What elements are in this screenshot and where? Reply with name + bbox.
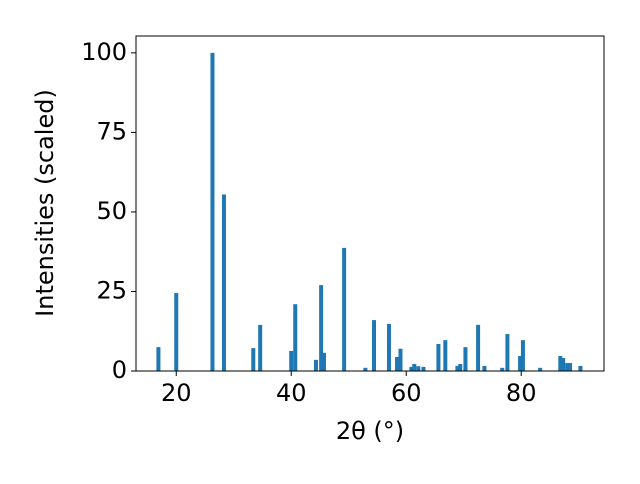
bar <box>416 366 421 371</box>
x-axis-label: 2θ (°) <box>336 417 404 445</box>
bar <box>258 324 263 371</box>
bar <box>538 367 543 371</box>
bar <box>436 343 441 371</box>
bar <box>463 347 468 371</box>
bar <box>363 367 368 371</box>
bar <box>520 340 525 371</box>
y-axis-label: Intensities (scaled) <box>31 89 59 317</box>
bar <box>210 52 215 371</box>
bar <box>372 320 377 371</box>
y-tick-label: 100 <box>81 38 127 66</box>
bar <box>458 364 463 371</box>
bar <box>568 363 573 371</box>
bar <box>505 334 510 371</box>
bar <box>476 324 481 371</box>
bar <box>221 194 226 371</box>
bar <box>500 367 505 371</box>
bar <box>322 352 327 371</box>
bar <box>319 285 324 371</box>
y-tick-label: 25 <box>96 276 127 304</box>
bar <box>482 365 487 371</box>
bar <box>386 323 391 371</box>
bar <box>342 247 347 371</box>
bar <box>156 347 161 371</box>
bar <box>251 348 256 371</box>
x-tick-label: 80 <box>506 379 537 407</box>
x-tick-label: 40 <box>276 379 307 407</box>
bar <box>398 348 403 371</box>
bar <box>578 365 583 371</box>
bar <box>412 364 417 371</box>
bar <box>409 366 414 371</box>
x-tick-label: 60 <box>391 379 422 407</box>
plot-frame <box>135 35 605 372</box>
y-tick-label: 50 <box>96 197 127 225</box>
y-tick-label: 75 <box>96 117 127 145</box>
bar <box>565 363 570 371</box>
bar <box>293 304 298 371</box>
x-tick-label: 20 <box>161 379 192 407</box>
bar <box>443 340 448 371</box>
bar <box>395 357 400 371</box>
bar <box>558 356 563 371</box>
bar <box>518 356 523 371</box>
bar <box>289 350 294 371</box>
bar <box>174 293 179 371</box>
bar <box>455 365 460 371</box>
bar <box>421 366 426 371</box>
bar <box>313 359 318 371</box>
y-tick-label: 0 <box>112 356 127 384</box>
bar <box>561 357 566 371</box>
